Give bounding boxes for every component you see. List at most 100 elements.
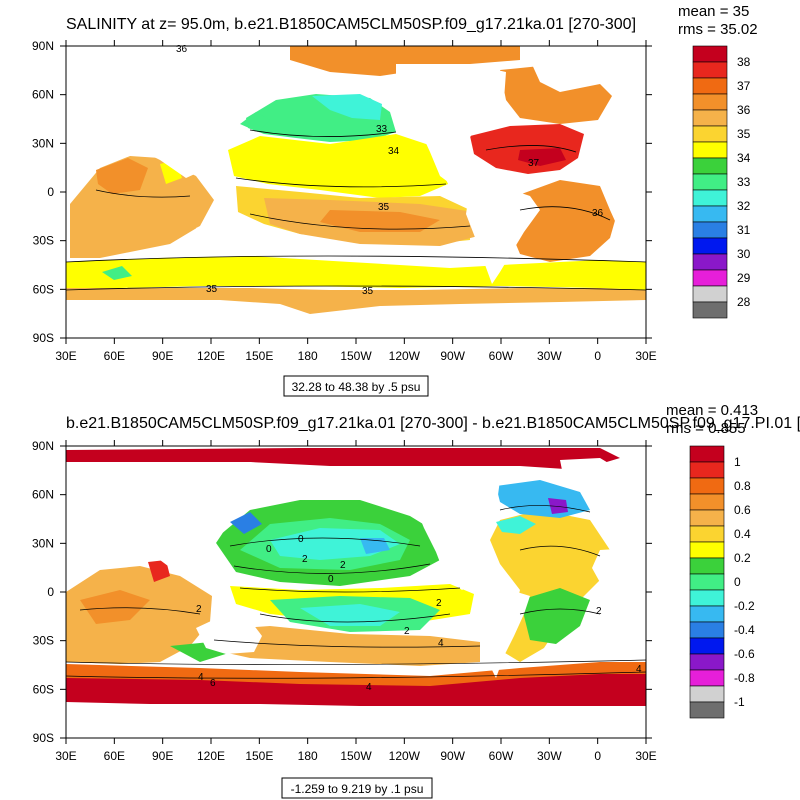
region-north-pacific-min: [360, 538, 390, 554]
contour-line: [235, 177, 447, 188]
region-atlantic: [490, 510, 610, 662]
axes: 30E 60E 90E 120E 150E 180 150W 120W 90W 60W 30W 0 30…: [32, 439, 657, 763]
region-south-pacific-outer: [214, 626, 480, 666]
colorbar-swatch: [689, 621, 725, 639]
colorbar-swatch: [689, 541, 725, 559]
contour-label: 35: [378, 202, 390, 213]
region-north-atlantic-core: [518, 148, 566, 166]
colorbar-label: 0.8: [734, 479, 751, 493]
land-south-america: [466, 186, 540, 284]
land-eurasia: [66, 60, 300, 178]
y-tick-label: 90N: [32, 39, 54, 53]
difference-panel: b.e21.B1850CAM5CLM50SP.f09_g17.21ka.01 […: [0, 400, 800, 800]
colorbar-label: 34: [737, 151, 751, 165]
region-kuroshio-cyan: [312, 94, 382, 120]
colorbar-swatch: [692, 237, 728, 255]
chart-title: b.e21.B1850CAM5CLM50SP.f09_g17.21ka.01 […: [66, 415, 800, 432]
contour-labels: 0 2 0 2 0 2 2 4 4 6 4 2 2 4: [196, 534, 642, 693]
landmasses: [66, 458, 646, 738]
colorbar-swatch: [692, 221, 728, 239]
land-australia: [196, 214, 262, 254]
colorbar-swatch: [692, 301, 728, 319]
salinity-regions: [66, 46, 646, 314]
contour-line: [249, 129, 397, 137]
colorbar-swatch: [689, 589, 725, 607]
colorbar-swatch: [692, 141, 728, 159]
land-north-america: [396, 64, 506, 188]
colorbar-label: 33: [737, 175, 751, 189]
region-labrador-min: [548, 498, 568, 514]
y-tick-label: 60N: [32, 88, 54, 102]
x-tick-label: 120W: [389, 749, 421, 763]
difference-map-svg: b.e21.B1850CAM5CLM50SP.f09_g17.21ka.01 […: [32, 402, 800, 799]
colorbar-label: 38: [737, 55, 751, 69]
colorbar-label: 28: [737, 295, 751, 309]
y-tick-label: 30N: [32, 536, 54, 550]
x-tick-label: 60W: [489, 349, 514, 363]
colorbar-swatch: [689, 605, 725, 623]
region-south-band: [66, 662, 646, 686]
x-tick-label: 150E: [245, 349, 273, 363]
x-tick-label: 180: [298, 749, 318, 763]
colorbar-swatch: [689, 493, 725, 511]
colorbar-swatch: [689, 461, 725, 479]
region-arctic: [290, 46, 520, 76]
colorbar-swatch: [689, 477, 725, 495]
contour-line: [65, 659, 647, 665]
region-southern-ocean: [66, 256, 646, 290]
colorbar-label: 0.4: [734, 527, 751, 541]
x-tick-label: 60E: [104, 749, 125, 763]
colorbar-swatch: [692, 205, 728, 223]
contour-label: 0: [298, 534, 304, 545]
colorbar-label: 0.2: [734, 551, 751, 565]
colorbar-swatch: [689, 557, 725, 575]
contour-label: 2: [436, 598, 442, 609]
colorbar-swatch: [692, 173, 728, 191]
colorbar-swatch: [692, 61, 728, 79]
colorbar-swatch: [689, 573, 725, 591]
x-tick-label: 60W: [489, 749, 514, 763]
range-note: 32.28 to 48.38 by .5 psu: [292, 380, 421, 394]
contour-label: 33: [376, 124, 388, 135]
rms-value: rms = 35.02: [678, 21, 758, 38]
colorbar-swatch: [692, 125, 728, 143]
colorbar-swatch: [689, 509, 725, 527]
colorbar-swatch: [692, 77, 728, 95]
y-tick-label: 60S: [33, 682, 54, 696]
contour-line: [95, 189, 191, 198]
contour-label: 6: [210, 678, 216, 689]
region-gulf-stream: [496, 516, 536, 534]
contour-lines: [65, 505, 647, 679]
colorbar-label: -0.6: [734, 647, 755, 661]
landmasses: [66, 56, 646, 338]
map-area: 36 33 34 37 35 36 35 35: [65, 44, 647, 339]
y-tick-label: 30S: [33, 634, 54, 648]
colorbar-swatch: [692, 285, 728, 303]
land-africa: [590, 148, 646, 248]
x-tick-label: 150W: [340, 349, 372, 363]
land-greenland: [560, 458, 620, 492]
colorbar-swatch: [692, 189, 728, 207]
x-tick-label: 30W: [537, 749, 562, 763]
x-tick-label: 90W: [440, 749, 465, 763]
colorbar-labels: 38 37 36 35 34 33 32 31 30 29 28: [737, 55, 751, 309]
contour-label: 36: [592, 208, 604, 219]
x-tick-label: 30E: [55, 349, 76, 363]
contour-line: [249, 213, 471, 230]
land-africa: [592, 548, 646, 648]
x-tick-label: 90E: [152, 749, 173, 763]
colorbar-labels: 1 0.8 0.6 0.4 0.2 0 -0.2 -0.4 -0.6 -0.8 -1: [734, 455, 755, 709]
region-atlantic-green: [520, 588, 590, 644]
colorbar-label: 36: [737, 103, 751, 117]
colorbar-swatch: [689, 525, 725, 543]
region-sea-of-japan: [230, 512, 262, 534]
region-nw-pacific-green: [240, 112, 270, 132]
colorbar-label: 37: [737, 79, 751, 93]
contour-label: 4: [366, 682, 372, 693]
contour-label: 37: [528, 158, 540, 169]
y-tick-label: 60N: [32, 488, 54, 502]
colorbar-label: -0.2: [734, 599, 755, 613]
colorbar-swatch: [692, 157, 728, 175]
x-tick-label: 120E: [197, 349, 225, 363]
region-tasman: [102, 266, 132, 280]
